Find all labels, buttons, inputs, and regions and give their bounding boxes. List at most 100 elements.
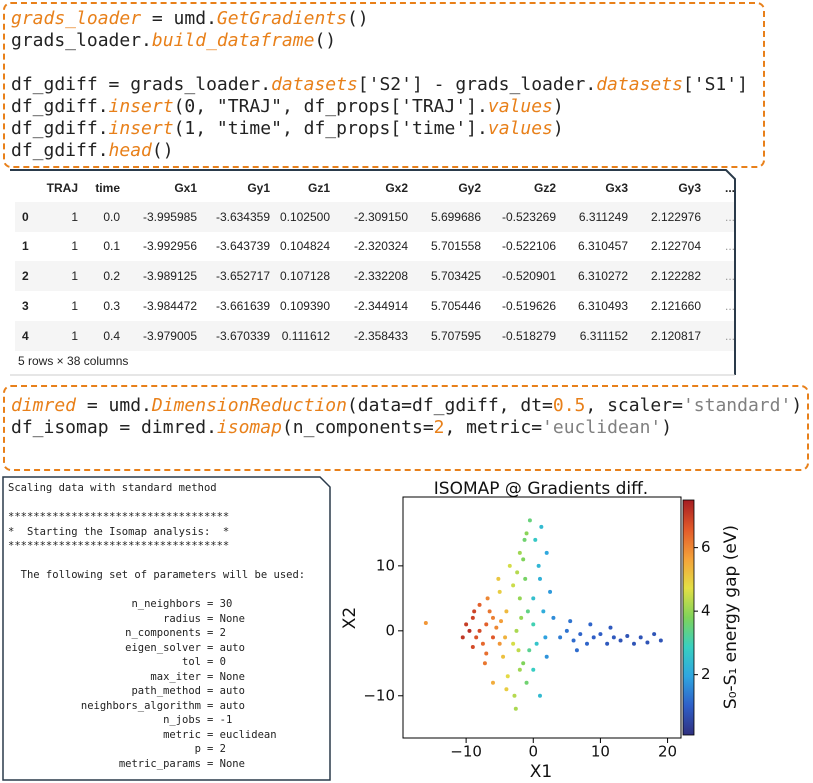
plot-frame: [402, 496, 682, 739]
row-index: 3: [22, 299, 29, 313]
scatter-point: [423, 621, 428, 626]
table-cell: -3.979005: [142, 329, 197, 343]
scatter-point: [512, 693, 517, 698]
code-line: df_gdiff.insert(0, "TRAJ", df_props['TRA…: [11, 96, 757, 118]
code-token: = umd.: [141, 8, 217, 29]
code-line: df_isomap = dimred.isomap(n_components=2…: [11, 417, 801, 439]
table-cell: ...: [724, 239, 735, 253]
table-cell: -2.320324: [353, 239, 408, 253]
scatter-point: [490, 615, 495, 620]
table-cell: 0.0: [103, 210, 120, 224]
param-key: p: [194, 743, 201, 755]
scatter-point: [516, 648, 521, 653]
column-header: Gy2: [458, 181, 481, 195]
table-cell: 2.122976: [650, 210, 701, 224]
param-row: max_iter = None: [8, 670, 326, 685]
param-row: tol = 0: [8, 655, 326, 670]
y-tick-label: 0: [385, 621, 395, 639]
param-value: = auto: [207, 699, 245, 712]
scatter-point: [505, 674, 510, 679]
output-line: ***********************************: [8, 511, 230, 523]
code-token: , scaler=: [585, 395, 683, 416]
param-value: = None: [207, 612, 245, 625]
table-cell: -0.522106: [501, 239, 556, 253]
scatter-point: [490, 680, 495, 685]
output-block: The following set of parameters will be …: [8, 568, 326, 583]
row-stripe: [15, 202, 735, 232]
scatter-point: [507, 563, 512, 568]
code-line: df_gdiff.insert(1, "time", df_props['tim…: [11, 118, 757, 140]
code-token: ): [791, 395, 803, 416]
param-row: metric_params = None: [8, 757, 326, 772]
scatter-point: [497, 641, 502, 646]
scatter-point: [625, 634, 630, 639]
table-cell: -3.652717: [215, 269, 270, 283]
code-token: 'standard': [682, 395, 792, 416]
code-token: 'euclidean': [542, 417, 662, 438]
scatter-point: [487, 609, 492, 614]
scatter-point: [568, 619, 573, 624]
scatter-point: [521, 661, 526, 666]
code-token: (0, "TRAJ", df_props['TRAJ'].: [173, 96, 488, 117]
code-token: datasets: [271, 74, 358, 95]
param-key: metric: [163, 728, 201, 741]
param-key: n_components: [125, 627, 201, 639]
scatter-point: [537, 576, 542, 581]
table-cell: -3.670339: [215, 329, 270, 343]
table-cell: -2.332208: [353, 269, 408, 283]
table-cell: 6.311249: [578, 210, 628, 224]
table-cell: ...: [724, 329, 735, 343]
table-cell: -2.344914: [353, 299, 408, 313]
table-cell: 2.121660: [650, 299, 701, 313]
scatter-point: [467, 628, 472, 633]
scatter-point: [551, 615, 556, 620]
table-cell: -3.634359: [215, 210, 270, 224]
y-tick-label: −10: [363, 686, 395, 704]
code-token: insert: [108, 118, 174, 139]
scatter-point: [543, 635, 548, 640]
table-cell: -3.989125: [142, 269, 197, 283]
code-token: (data=df_gdiff, dt=: [346, 395, 553, 416]
dataframe-table: TRAJ time Gx1 Gy1 Gz1 Gx2 Gy2 Gz2 Gx3 Gy3... 0 1 0.0…: [10, 170, 735, 375]
code-token: df_gdiff = grads_loader.: [11, 74, 272, 95]
table-cell: 5.703425: [430, 269, 481, 283]
table-cell: 6.311152: [579, 329, 628, 343]
scatter-point: [517, 550, 522, 555]
table-cell: -0.518279: [501, 329, 556, 343]
column-header: TRAJ: [46, 181, 78, 195]
scatter-point: [531, 596, 536, 601]
output-frame: [2, 476, 331, 781]
code-token: (): [151, 140, 174, 161]
scatter-point: [517, 596, 522, 601]
scatter-point: [477, 628, 482, 633]
table-cell: 0.1: [103, 239, 120, 253]
scatter-point: [464, 622, 469, 627]
table-cell: -0.523269: [501, 210, 556, 224]
row-index: 1: [22, 239, 29, 253]
scatter-point: [558, 635, 563, 640]
scatter-point: [564, 628, 569, 633]
scatter-point: [588, 622, 593, 627]
code-token: , metric=: [444, 417, 543, 438]
param-key: max_iter: [150, 670, 201, 683]
scatter-point: [611, 635, 616, 640]
param-value: = 2: [207, 743, 226, 755]
code-token: ['S2'] - grads_loader.: [357, 74, 597, 95]
scatter-point: [496, 576, 501, 581]
param-row: neighbors_algorithm = auto: [8, 699, 326, 714]
scatter-point: [515, 570, 520, 575]
table-cell: 1: [71, 269, 78, 283]
param-value: = 0: [207, 656, 226, 668]
scatter-point: [511, 583, 516, 588]
scatter-point: [484, 651, 489, 656]
scatter-point: [527, 518, 532, 523]
scatter-point: [490, 635, 495, 640]
table-frame: [10, 169, 736, 375]
table-cell: ...: [724, 299, 735, 313]
scatter-point: [527, 648, 532, 653]
scatter-point: [605, 641, 610, 646]
scatter-point: [658, 638, 663, 643]
code-token: (1, "time", df_props['time'].: [173, 118, 488, 139]
param-key: n_neighbors: [131, 598, 201, 610]
